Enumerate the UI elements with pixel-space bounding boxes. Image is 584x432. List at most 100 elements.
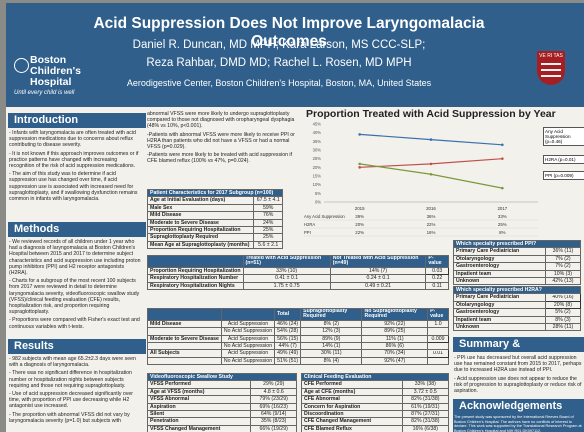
table-cell: 11% (1) [361,334,429,344]
table-row: Primary Care Pediatrician 40% (16) [453,293,582,302]
table-cell: 5% (2) [544,308,582,317]
results-para: - Use of acid suppression decreased sign… [9,391,133,410]
table-cell: 1.0 [427,319,449,329]
table-row: Proportion Requiring Hospitalization 33% … [147,266,449,276]
table-cell: 79% (23/29) [250,395,297,404]
column-header [220,308,276,321]
table-cell: 66% (19/29) [250,424,297,432]
table-cell [427,342,449,351]
h2ra-table-title: Which specialty prescribed H2RA? [453,285,581,295]
table-row: VFSS Changed Management 66% (19/29) [146,424,297,432]
column-header: P-value [427,308,449,321]
table-cell: Age at VFSS (months) [146,387,252,397]
y-tick-label: 45% [313,122,322,127]
table-cell: 82% (31/38) [401,417,450,426]
table-row: Moderate to Severe Disease 24% [146,218,283,228]
table-cell: Aspiration [146,402,252,412]
table-series-label: PPI [304,230,311,235]
results-para: - 982 subjects with mean age 65.2±2.3 da… [9,356,136,369]
table-cell: Supraglottoplasty Required [146,233,255,242]
data-point [501,186,504,190]
table-row: CFE Performed 33% (38) [301,380,450,389]
table-cell: Moderate to Severe Disease [146,218,255,228]
table-row: Gastroenterology 5% (2) [453,308,582,317]
table-cell: CFE Abnormal [301,395,403,404]
table-cell: Proportion Requiring Hospitalization [147,266,244,276]
table-cell: 36% (11) [544,247,582,256]
data-point [358,133,361,136]
table-cell: CFE Changed Management [301,417,403,426]
table-cell: 67.5 ± 4.1 [253,196,283,205]
table-cell: Moderate to Severe Disease [147,334,222,344]
summary-heading: Summary & Conclusions [453,337,584,365]
data-label: 22% [355,230,364,235]
table-row: No Acid Suppression 54% (28) 12% (3) 89% (2… [147,327,449,336]
results-continued-para: -Patients were more likely to be treated… [147,152,293,165]
column-header [147,255,244,268]
table-cell: 59% [253,203,283,213]
table-cell: 82% (31/38) [401,395,450,404]
table-row: Inpatient team 10% (3) [453,269,582,279]
table-cell: 49% (49) [274,349,302,358]
table-cell: 8% (2) [300,319,363,329]
table-cell: Inpatient team [453,315,546,325]
data-point [358,162,361,166]
legend-ppi: PPI (p=0.009) [543,171,584,180]
legend-any: Any Acid Suppression (p=0.46) [543,127,584,146]
table-cell: VFSS Changed Management [146,424,252,432]
table-row: Mild Disease Acid Suppression 46% (24) 8% (… [147,319,449,329]
table-cell: CFE Performed [301,380,403,389]
data-label: 39% [355,214,364,219]
table-row: VFSS Abnormal 79% (23/29) [146,395,297,404]
summary-para: - Acid suppression use does not appear t… [454,375,582,395]
data-label: 33% [498,214,507,219]
vfss-table: Videofluoroscopic Swallow Study VFSS Per… [146,372,297,432]
logo-name: Boston Children's Hospital [30,54,81,88]
table-row: Inpatient team 8% (3) [453,315,582,325]
patient-table-title: Patient Characteristics for 2017 Subgrou… [147,188,283,198]
table-row: VFSS Performed 29% (29) [146,380,297,389]
y-tick-label: 5% [315,191,321,196]
data-label: 8% [499,230,505,235]
logo-mark-icon [14,58,29,73]
table-cell: 33% (10) [242,266,331,276]
intro-para: - The aim of this study was to determine… [9,171,138,203]
table-cell: 0.01 [427,349,449,358]
table-row: Discoordination 87% (27/31) [301,410,450,419]
hospital-logo: Boston Children's Hospital Until every c… [14,54,81,96]
table-cell: 0.24 ± 0.1 [329,274,427,283]
authors-line-2: Reza Rahbar, DMD MD; Rachel L. Rosen, MD… [146,57,412,69]
table-cell: 1.75 ± 0.75 [242,281,331,291]
column-header: No Supraglottoplasty Required [361,308,429,321]
table-cell: 35% (8/23) [250,417,297,426]
table-cell: Proportion Requiring Hospitalization [146,226,255,235]
table-row: Penetration 35% (8/23) [146,417,297,426]
table-cell: 30% (11) [300,349,363,358]
table-cell: No Acid Suppression [220,342,276,351]
acknowledgements-body: The present study was sponsored by the I… [454,415,582,432]
column-header: Not Treated with Acid Suppression (n=49) [329,255,427,268]
table-row: All Subjects Acid Suppression 49% (49) 30% … [147,349,449,358]
y-tick-label: 40% [313,130,322,135]
table-cell: Age at Initial Evaluation (days) [146,196,255,205]
table-cell [427,327,449,336]
table-cell: Acid Suppression [220,334,276,344]
methods-body: - We reviewed records of all children un… [9,239,143,335]
acknowledgements-heading: Acknowledgements [453,399,584,414]
crest-text: VE RI TAS [539,53,563,59]
results-heading: Results [8,339,146,354]
table-cell: Mild Disease [147,319,222,329]
column-header: Supraglottoplasty Required [300,308,363,321]
table-cell: 54% (28) [274,327,302,336]
table-cell: 70% (34) [361,349,429,358]
table-cell: VFSS Abnormal [146,395,252,404]
table-cell: Age at CFE (months) [301,387,403,397]
table-row: Silent 64% (9/14) [146,410,297,419]
table-cell: Gastroenterology [453,308,546,317]
results-para: - The proportion with abnormal VFSS did … [9,411,130,424]
methods-para: - Charts for a subgroup of the most rece… [9,278,140,316]
chart-title: Proportion Treated with Acid Suppression… [306,108,556,120]
table-cell: 92% (22) [361,319,429,329]
table-cell: 0.03 [425,266,449,276]
table-cell: Primary Care Pediatrician [453,247,546,256]
